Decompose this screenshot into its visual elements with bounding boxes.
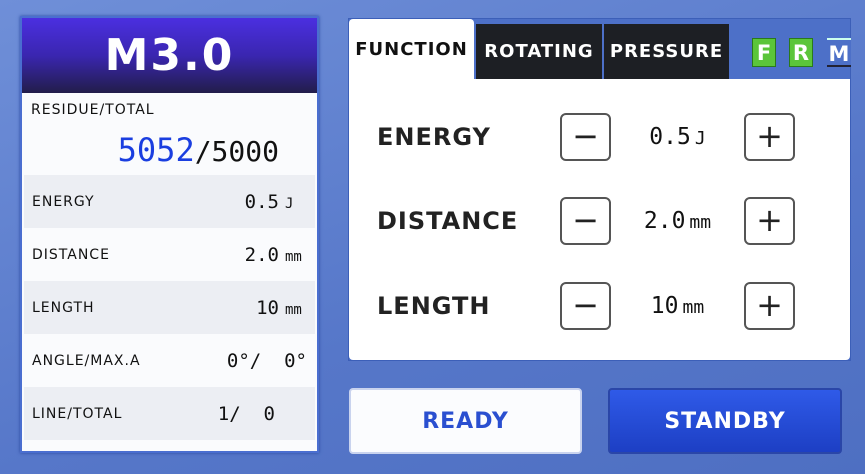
row-unit: J [285,195,294,212]
status-row-line: LINE/TOTAL 1/ 0 [24,387,315,440]
m-badge[interactable]: M [827,38,851,67]
function-content: ENERGY − 0.5 J + DISTANCE − 2.0 mm + LENGT… [349,79,850,360]
row-label: LINE/TOTAL [32,405,123,422]
residue-value: 5052 [117,131,195,169]
r-badge[interactable]: R [789,38,813,67]
standby-button[interactable]: STANDBY [608,388,842,454]
value: 0.5 [649,124,691,150]
mode-title: M3.0 [22,18,317,93]
param-row-distance: DISTANCE − 2.0 mm + [377,196,850,246]
energy-value: 0.5 J [611,124,744,150]
unit: mm [689,212,712,233]
row-unit: mm [285,248,302,265]
row-label: ANGLE/MAX.A [32,352,141,369]
row-label: ENERGY [32,193,95,210]
param-label: DISTANCE [377,207,519,235]
increase-distance-button[interactable]: + [744,197,795,245]
row-value: 10 [256,296,279,319]
row-value: 0.5 [244,190,279,213]
row-value: 1/ 0 [217,402,275,425]
row-value: 0°/ 0° [226,349,307,372]
increase-length-button[interactable]: + [744,282,795,330]
status-row-length: LENGTH 10 mm [24,281,315,334]
value: 10 [650,293,679,319]
tab-function[interactable]: FUNCTION [349,19,474,79]
ready-button[interactable]: READY [349,388,582,454]
f-badge[interactable]: F [752,38,776,67]
status-row-angle: ANGLE/MAX.A 0°/ 0° [24,334,315,387]
value: 2.0 [643,208,686,234]
unit: J [694,128,706,149]
total-value: /5000 [194,135,279,168]
param-label: ENERGY [377,123,491,151]
param-label: LENGTH [377,292,491,320]
settings-panel: FUNCTION ROTATING PRESSURE F R M ENERGY … [348,18,851,361]
param-row-length: LENGTH − 10 mm + [377,281,850,331]
residue-label: RESIDUE/TOTAL [31,102,155,118]
row-label: DISTANCE [32,246,110,263]
distance-value: 2.0 mm [611,208,744,234]
unit: mm [682,297,705,318]
residue-total-value: 5052/5000 [118,131,279,169]
row-unit: mm [285,301,302,318]
tab-rotating[interactable]: ROTATING [474,24,602,79]
row-label: LENGTH [32,299,95,316]
length-value: 10 mm [611,293,744,319]
status-row-distance: DISTANCE 2.0 mm [24,228,315,281]
increase-energy-button[interactable]: + [744,113,795,161]
tab-pressure[interactable]: PRESSURE [602,24,729,79]
row-value: 2.0 [244,243,279,266]
status-panel: M3.0 RESIDUE/TOTAL 5052/5000 ENERGY 0.5 J … [20,16,319,453]
decrease-energy-button[interactable]: − [560,113,611,161]
decrease-length-button[interactable]: − [560,282,611,330]
status-row-energy: ENERGY 0.5 J [24,175,315,228]
decrease-distance-button[interactable]: − [560,197,611,245]
param-row-energy: ENERGY − 0.5 J + [377,112,850,162]
